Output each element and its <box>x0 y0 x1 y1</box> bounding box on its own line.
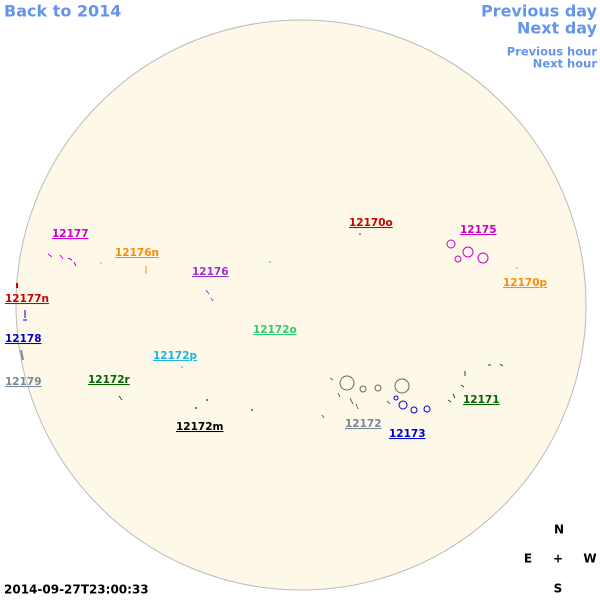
region-label[interactable]: 12176n <box>115 247 159 259</box>
previous-day-link[interactable]: Previous day <box>481 2 598 21</box>
region-label[interactable]: 12176 <box>192 266 229 278</box>
compass-south: S <box>554 582 563 596</box>
compass-west: W <box>583 552 596 566</box>
region-label[interactable]: 12172o <box>253 324 297 336</box>
region-label[interactable]: 12175 <box>460 224 497 236</box>
region-label[interactable]: 12172m <box>176 421 224 433</box>
solar-disk <box>15 19 587 591</box>
sunspots <box>16 233 518 419</box>
region-label[interactable]: 12172p <box>153 350 198 362</box>
region-labels: 12177 12176n 12170o 12175 12176 12170p 1… <box>5 217 548 440</box>
timestamp: 2014-09-27T23:00:33 <box>4 583 149 597</box>
back-link[interactable]: Back to 2014 <box>4 2 121 21</box>
next-hour-link[interactable]: Next hour <box>533 57 598 71</box>
region-label[interactable]: 12172r <box>88 374 131 386</box>
region-label[interactable]: 12171 <box>463 394 500 406</box>
compass-north: N <box>554 523 564 537</box>
previous-hour-link[interactable]: Previous hour <box>507 45 598 59</box>
region-label[interactable]: 12177n <box>5 293 49 305</box>
region-label[interactable]: 12177 <box>52 228 89 240</box>
compass-east: E <box>524 552 532 566</box>
region-label[interactable]: 12170o <box>349 217 393 229</box>
next-day-link[interactable]: Next day <box>517 19 598 38</box>
region-label[interactable]: 12173 <box>389 428 426 440</box>
region-label[interactable]: 12172 <box>345 418 382 430</box>
compass-center: + <box>553 552 563 566</box>
region-label[interactable]: 12178 <box>5 333 42 345</box>
region-label[interactable]: 12170p <box>503 277 548 289</box>
region-label[interactable]: 12179 <box>5 376 42 388</box>
compass: N E + W S <box>524 523 597 596</box>
